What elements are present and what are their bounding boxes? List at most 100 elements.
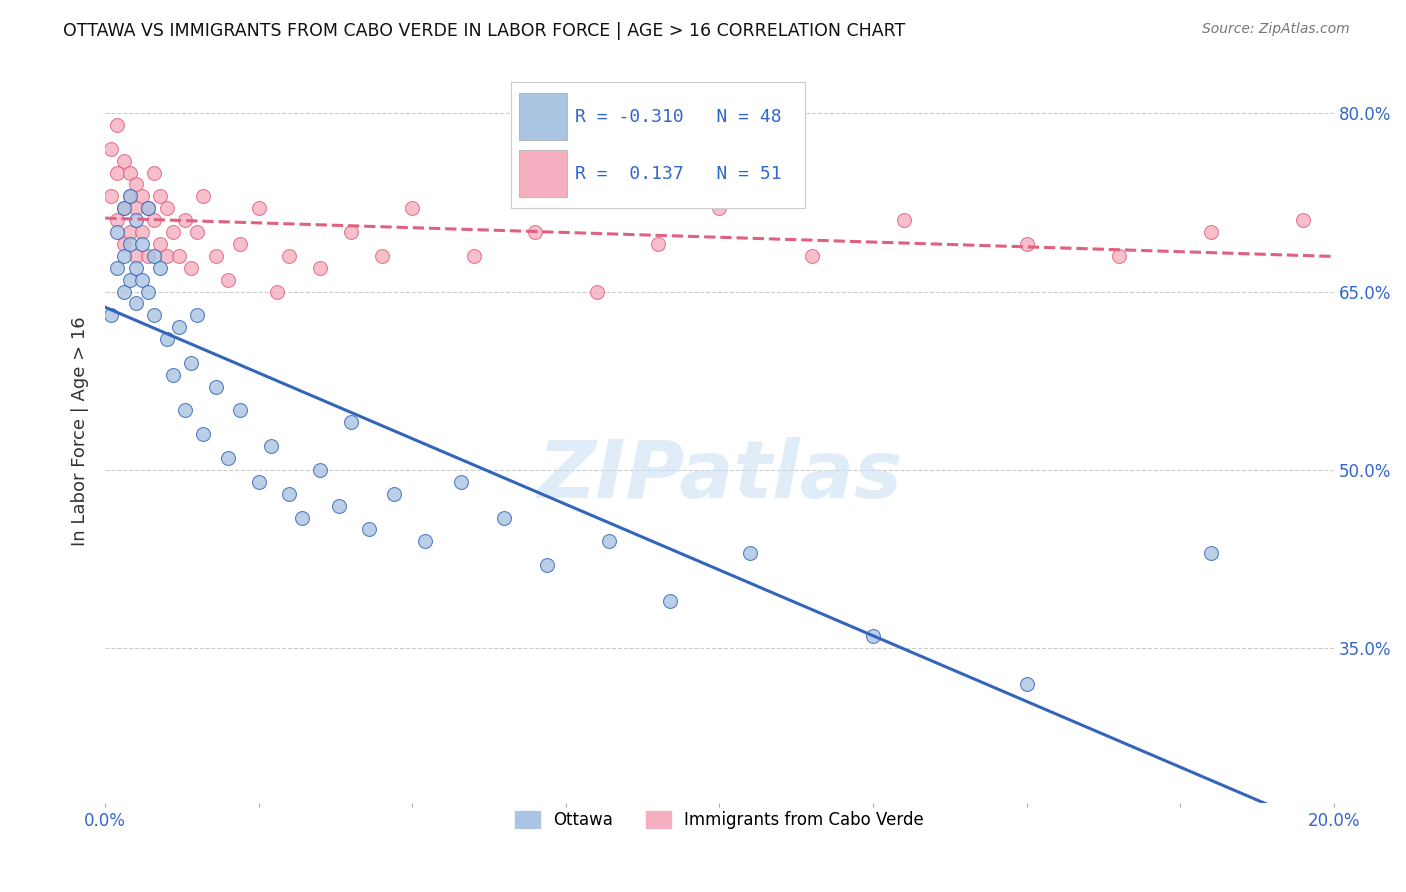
Point <box>131 225 153 239</box>
Point <box>494 510 516 524</box>
Point <box>136 285 159 299</box>
Point <box>125 178 148 192</box>
Point <box>112 249 135 263</box>
Point <box>125 249 148 263</box>
Point <box>359 522 381 536</box>
Point <box>174 213 197 227</box>
Point <box>167 249 190 263</box>
Point <box>247 201 270 215</box>
Point <box>340 225 363 239</box>
Point <box>328 499 350 513</box>
Point <box>118 225 141 239</box>
Point <box>149 260 172 275</box>
Legend: Ottawa, Immigrants from Cabo Verde: Ottawa, Immigrants from Cabo Verde <box>508 804 931 836</box>
Point <box>112 201 135 215</box>
Point <box>162 225 184 239</box>
Point <box>156 201 179 215</box>
Point <box>118 272 141 286</box>
Point <box>382 486 405 500</box>
Point <box>143 213 166 227</box>
Point <box>112 285 135 299</box>
Point <box>217 272 239 286</box>
Point <box>309 463 332 477</box>
Point <box>125 201 148 215</box>
Point <box>340 415 363 429</box>
Point <box>370 249 392 263</box>
Point <box>118 165 141 179</box>
Point <box>204 249 226 263</box>
Point <box>100 142 122 156</box>
Point <box>659 594 682 608</box>
Point <box>1199 225 1222 239</box>
Point <box>585 285 607 299</box>
Point <box>186 225 208 239</box>
Point <box>107 165 129 179</box>
Point <box>118 236 141 251</box>
Point <box>131 189 153 203</box>
Point <box>107 225 129 239</box>
Point <box>186 308 208 322</box>
Point <box>136 201 159 215</box>
Point <box>204 379 226 393</box>
Point <box>740 546 762 560</box>
Point <box>247 475 270 489</box>
Point <box>800 249 823 263</box>
Point <box>100 308 122 322</box>
Point <box>107 260 129 275</box>
Point <box>107 118 129 132</box>
Point <box>193 427 215 442</box>
Point <box>709 201 731 215</box>
Point <box>149 189 172 203</box>
Point <box>291 510 314 524</box>
Point <box>1292 213 1315 227</box>
Point <box>136 249 159 263</box>
Point <box>143 249 166 263</box>
Point <box>598 534 620 549</box>
Point <box>125 213 148 227</box>
Point <box>107 213 129 227</box>
Point <box>112 201 135 215</box>
Point <box>309 260 332 275</box>
Text: ZIPatlas: ZIPatlas <box>537 437 901 515</box>
Point <box>118 189 141 203</box>
Point <box>260 439 283 453</box>
Point <box>174 403 197 417</box>
Point <box>1199 546 1222 560</box>
Point <box>136 201 159 215</box>
Point <box>125 296 148 310</box>
Point <box>180 356 202 370</box>
Point <box>143 308 166 322</box>
Point <box>413 534 436 549</box>
Point <box>229 403 252 417</box>
Point <box>156 332 179 346</box>
Point <box>1108 249 1130 263</box>
Text: Source: ZipAtlas.com: Source: ZipAtlas.com <box>1202 22 1350 37</box>
Point <box>125 260 148 275</box>
Point <box>131 236 153 251</box>
Point <box>131 272 153 286</box>
Point <box>193 189 215 203</box>
Point <box>862 630 884 644</box>
Point <box>149 236 172 251</box>
Point <box>647 236 669 251</box>
Point <box>118 189 141 203</box>
Point <box>266 285 288 299</box>
Point <box>524 225 547 239</box>
Point <box>162 368 184 382</box>
Point <box>112 153 135 168</box>
Point <box>401 201 423 215</box>
Point <box>143 165 166 179</box>
Point <box>278 486 301 500</box>
Point <box>536 558 558 573</box>
Point <box>229 236 252 251</box>
Point <box>156 249 179 263</box>
Point <box>463 249 485 263</box>
Point <box>180 260 202 275</box>
Y-axis label: In Labor Force | Age > 16: In Labor Force | Age > 16 <box>72 317 89 546</box>
Text: OTTAWA VS IMMIGRANTS FROM CABO VERDE IN LABOR FORCE | AGE > 16 CORRELATION CHART: OTTAWA VS IMMIGRANTS FROM CABO VERDE IN … <box>63 22 905 40</box>
Point <box>112 236 135 251</box>
Point <box>100 189 122 203</box>
Point <box>893 213 915 227</box>
Point <box>278 249 301 263</box>
Point <box>1015 236 1038 251</box>
